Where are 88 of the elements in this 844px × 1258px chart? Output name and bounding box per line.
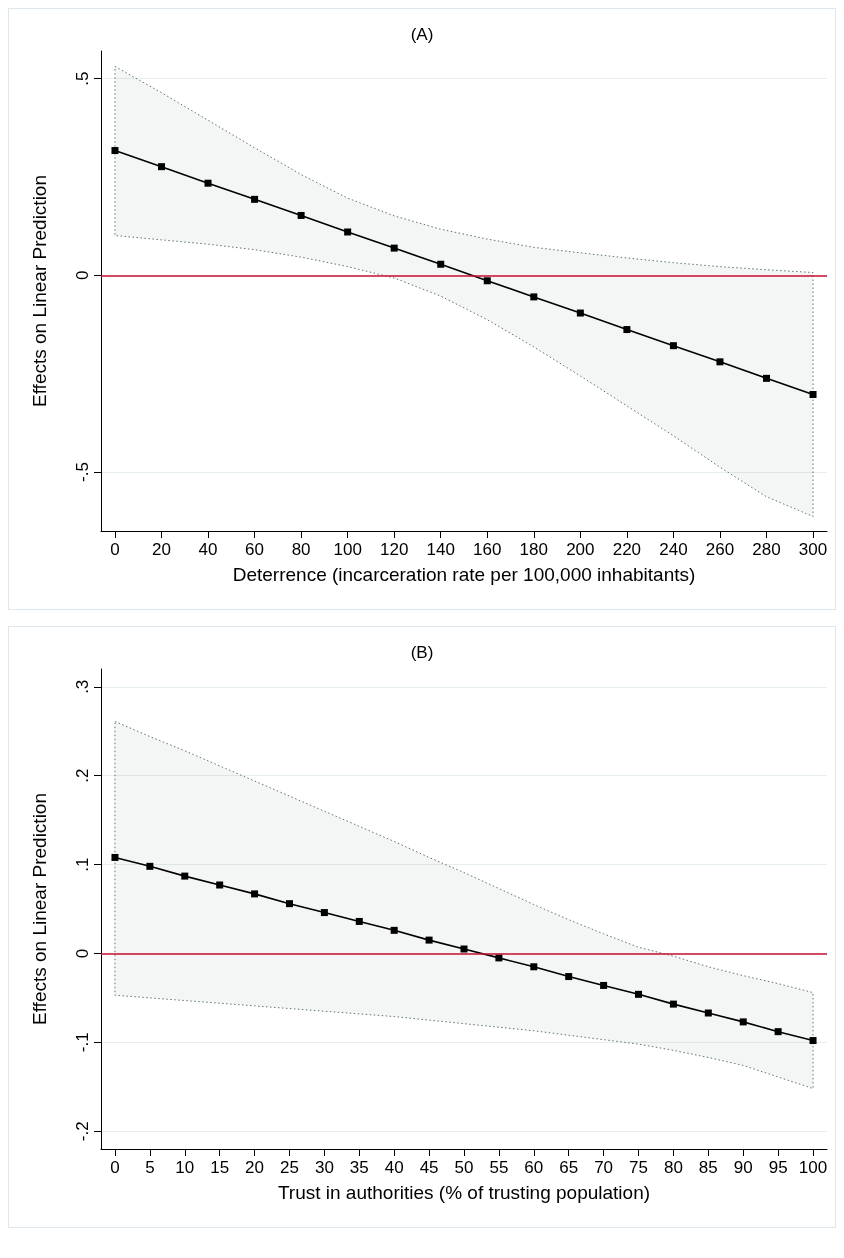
point xyxy=(146,862,154,870)
y-tick-label: .3 xyxy=(73,679,92,694)
point xyxy=(437,260,445,268)
point xyxy=(181,872,189,880)
x-tick-label: 65 xyxy=(559,1158,579,1177)
x-tick-label: 0 xyxy=(110,540,120,559)
x-tick-label: 0 xyxy=(110,1158,120,1177)
x-tick-label: 60 xyxy=(245,540,265,559)
x-axis-title: Deterrence (incarceration rate per 100,000 inhabitants) xyxy=(232,564,696,585)
x-tick-label: 30 xyxy=(314,1158,334,1177)
y-tick-label: .1 xyxy=(73,857,92,872)
x-tick-label: 80 xyxy=(663,1158,683,1177)
y-tick-label: .5 xyxy=(73,71,92,86)
x-tick-label: 55 xyxy=(489,1158,509,1177)
x-tick-label: 15 xyxy=(210,1158,230,1177)
x-tick-label: 240 xyxy=(659,540,688,559)
x-tick-label: 100 xyxy=(333,540,362,559)
y-tick-label: -.5 xyxy=(73,462,92,482)
point xyxy=(251,890,259,898)
point xyxy=(809,1037,817,1045)
point xyxy=(251,195,259,203)
y-tick-label: 0 xyxy=(73,270,92,280)
y-axis-title: Effects on Linear Prediction xyxy=(29,792,50,1026)
x-tick-label: 70 xyxy=(594,1158,614,1177)
x-tick-label: 160 xyxy=(473,540,502,559)
x-tick-label: 10 xyxy=(175,1158,195,1177)
x-tick-label: 75 xyxy=(629,1158,648,1177)
x-tick-label: 100 xyxy=(798,1158,828,1177)
x-tick-label: 20 xyxy=(152,540,171,559)
point xyxy=(204,179,212,187)
point xyxy=(716,358,724,366)
x-tick-label: 45 xyxy=(419,1158,439,1177)
y-tick-label: -.1 xyxy=(73,1032,92,1053)
x-tick-label: 60 xyxy=(524,1158,544,1177)
point xyxy=(739,1018,747,1026)
x-tick-label: 20 xyxy=(245,1158,265,1177)
point xyxy=(297,211,305,219)
point xyxy=(530,293,538,301)
point xyxy=(355,917,363,925)
point xyxy=(111,853,119,861)
x-tick-label: 220 xyxy=(612,540,642,559)
point xyxy=(576,309,584,317)
y-axis-title: Effects on Linear Prediction xyxy=(29,174,50,408)
x-axis-title: Trust in authorities (% of trusting population) xyxy=(277,1182,651,1203)
x-tick-label: 35 xyxy=(349,1158,369,1177)
chart-title: (B) xyxy=(410,643,434,662)
point xyxy=(669,342,677,350)
y-tick-label: -.2 xyxy=(73,1121,92,1142)
x-tick-label: 25 xyxy=(280,1158,299,1177)
point xyxy=(623,326,631,334)
point xyxy=(320,909,328,917)
x-tick-label: 200 xyxy=(566,540,595,559)
x-tick-label: 280 xyxy=(752,540,781,559)
y-tick-label: .2 xyxy=(73,768,92,783)
point xyxy=(635,990,643,998)
x-tick-label: 95 xyxy=(768,1158,788,1177)
point xyxy=(809,390,817,398)
chart-title: (A) xyxy=(410,25,434,44)
x-tick-label: 40 xyxy=(384,1158,404,1177)
point xyxy=(216,881,224,889)
point xyxy=(344,228,352,236)
x-tick-label: 140 xyxy=(426,540,455,559)
point xyxy=(483,277,491,285)
x-tick-label: 90 xyxy=(733,1158,753,1177)
point xyxy=(530,963,538,971)
x-tick-label: 260 xyxy=(705,540,735,559)
point xyxy=(763,374,770,382)
point xyxy=(390,926,398,934)
point xyxy=(111,147,119,155)
y-tick-label: 0 xyxy=(73,948,92,959)
point xyxy=(460,945,468,953)
point xyxy=(774,1028,782,1036)
x-tick-label: 120 xyxy=(380,540,409,559)
x-tick-label: 50 xyxy=(454,1158,474,1177)
point xyxy=(704,1009,712,1017)
point xyxy=(600,981,608,989)
point xyxy=(565,973,573,981)
x-tick-label: 40 xyxy=(198,540,218,559)
x-tick-label: 180 xyxy=(519,540,548,559)
point xyxy=(425,936,433,944)
x-tick-label: 300 xyxy=(798,540,828,559)
x-tick-label: 5 xyxy=(145,1158,155,1177)
point xyxy=(669,1000,677,1008)
x-tick-label: 85 xyxy=(698,1158,718,1177)
x-tick-label: 80 xyxy=(291,540,311,559)
point xyxy=(285,900,293,908)
point xyxy=(158,163,165,171)
point xyxy=(390,244,398,252)
